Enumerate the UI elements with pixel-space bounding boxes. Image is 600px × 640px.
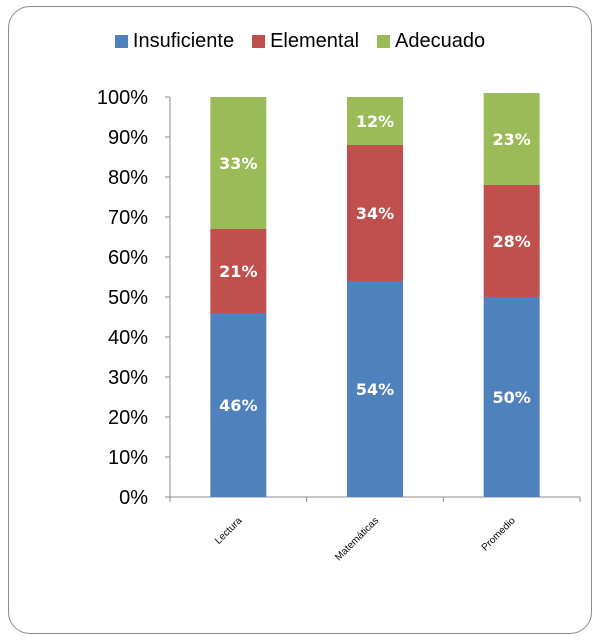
data-label: 46% xyxy=(219,396,257,415)
bar-elemental-2 xyxy=(483,185,540,297)
data-label: 54% xyxy=(356,380,394,399)
y-tick-label: 80% xyxy=(108,167,148,189)
y-tick-label: 20% xyxy=(108,407,148,429)
y-tick-label: 70% xyxy=(108,207,148,229)
data-label: 12% xyxy=(356,112,394,131)
legend-swatch-elemental xyxy=(252,35,266,48)
y-tick-label: 40% xyxy=(108,327,148,349)
data-label: 34% xyxy=(356,204,394,223)
category-label: Matemáticas xyxy=(333,515,381,563)
y-tick-label: 10% xyxy=(108,447,148,469)
legend-label-adecuado: Adecuado xyxy=(395,30,486,52)
data-label: 21% xyxy=(219,262,257,281)
y-tick-label: 50% xyxy=(108,287,148,309)
bar-adecuado-2 xyxy=(483,93,540,185)
legend-item-elemental: Elemental xyxy=(252,30,359,53)
bar-elemental-1 xyxy=(347,145,403,281)
category-label: Promedio xyxy=(480,515,518,553)
bar-insuficiente-0 xyxy=(210,313,267,497)
data-label: 23% xyxy=(493,130,531,149)
legend-label-insuficiente: Insuficiente xyxy=(132,30,235,52)
y-tick-label: 60% xyxy=(108,247,148,269)
legend-swatch-insuficiente xyxy=(114,35,128,48)
data-label: 50% xyxy=(493,388,531,407)
bar-adecuado-0 xyxy=(210,97,267,229)
legend-item-insuficiente: Insuficiente xyxy=(114,30,235,53)
data-label: 33% xyxy=(219,154,257,173)
bar-elemental-0 xyxy=(210,229,267,313)
y-tick-label: 30% xyxy=(108,367,148,389)
legend-label-elemental: Elemental xyxy=(270,30,360,52)
y-tick-label: 0% xyxy=(119,487,148,509)
bar-insuficiente-1 xyxy=(347,281,403,497)
y-tick-label: 100% xyxy=(97,87,148,109)
legend-swatch-adecuado xyxy=(377,35,391,48)
data-label: 28% xyxy=(493,232,531,251)
bar-adecuado-1 xyxy=(347,97,403,145)
legend-item-adecuado: Adecuado xyxy=(377,30,485,53)
y-tick-label: 90% xyxy=(108,127,148,149)
category-label: Lectura xyxy=(213,515,245,547)
legend: Insuficiente Elemental Adecuado xyxy=(0,30,600,53)
bar-insuficiente-2 xyxy=(483,297,540,497)
